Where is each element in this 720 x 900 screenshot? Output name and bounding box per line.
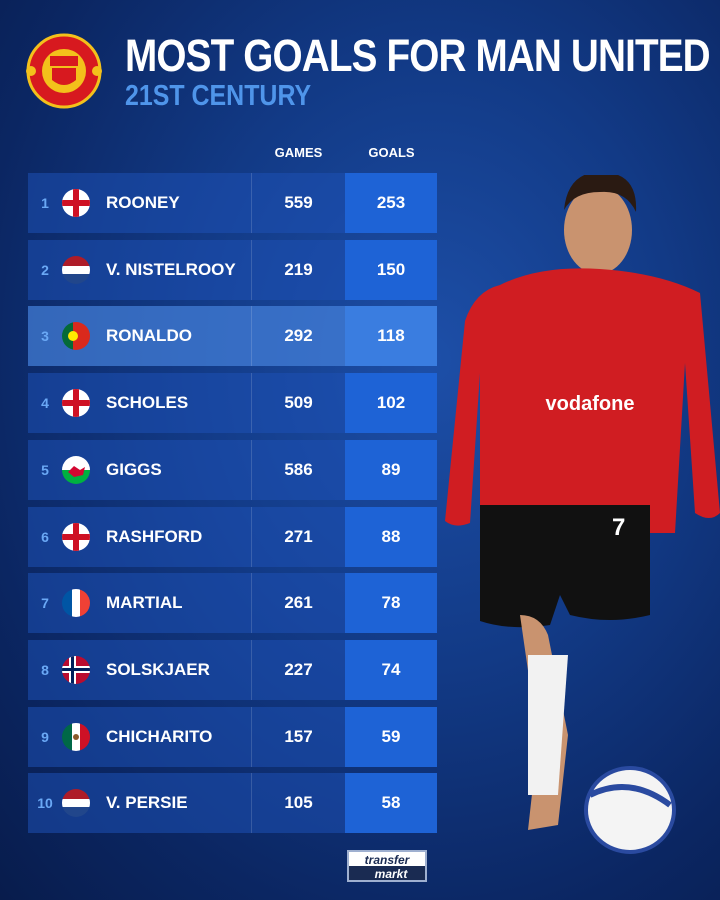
norway-flag-icon bbox=[62, 655, 90, 684]
player-name: V. NISTELROOY bbox=[106, 259, 236, 279]
table-row: 1 ROONEY 559 253 bbox=[28, 173, 437, 233]
goals-value: 78 bbox=[345, 573, 437, 634]
games-value: 292 bbox=[252, 306, 345, 367]
player-cell: 8 SOLSKJAER bbox=[28, 639, 252, 700]
shirt-sponsor: vodafone bbox=[546, 393, 635, 415]
player-photo: vodafone 7 bbox=[445, 175, 720, 854]
manchester-united-crest bbox=[26, 33, 102, 109]
rank: 1 bbox=[41, 195, 49, 211]
shorts-number: 7 bbox=[612, 514, 625, 541]
table-row: 2 V. NISTELROOY 219 150 bbox=[28, 239, 437, 300]
games-value: 559 bbox=[252, 173, 345, 233]
rank: 6 bbox=[41, 528, 49, 545]
goals-value: 58 bbox=[345, 773, 437, 834]
table-row: 3 RONALDO 292 118 bbox=[28, 306, 437, 367]
player-cell: 2 V. NISTELROOY bbox=[28, 239, 252, 300]
player-name: GIGGS bbox=[106, 459, 162, 479]
table-row: 8 SOLSKJAER 227 74 bbox=[28, 639, 437, 700]
goals-header: GOALS bbox=[368, 145, 415, 160]
games-value: 105 bbox=[252, 773, 345, 834]
player-cell: 10 V. PERSIE bbox=[28, 773, 252, 834]
goals-value: 253 bbox=[345, 173, 437, 233]
goals-value: 89 bbox=[345, 439, 437, 500]
player-name: RASHFORD bbox=[106, 526, 203, 546]
page-title: MOST GOALS FOR MAN UNITED bbox=[125, 30, 711, 81]
table-row: 4 SCHOLES 509 102 bbox=[28, 373, 437, 434]
goals-value: 102 bbox=[345, 373, 437, 434]
england-flag-icon bbox=[62, 389, 90, 418]
table-row: 9 CHICHARITO 157 59 bbox=[28, 706, 437, 767]
player-name: SOLSKJAER bbox=[106, 659, 210, 679]
france-flag-icon bbox=[62, 589, 90, 618]
player-cell: 6 RASHFORD bbox=[28, 506, 252, 567]
page-subtitle: 21ST CENTURY bbox=[125, 80, 312, 112]
player-name: ROONEY bbox=[106, 193, 180, 212]
rank: 4 bbox=[41, 395, 49, 412]
rank: 10 bbox=[37, 795, 53, 812]
games-value: 219 bbox=[252, 239, 345, 300]
player-name: RONALDO bbox=[106, 326, 192, 346]
portugal-flag-icon bbox=[62, 322, 90, 351]
table-row: 5 GIGGS 586 89 bbox=[28, 439, 437, 500]
player-name: MARTIAL bbox=[106, 593, 183, 613]
england-flag-icon bbox=[62, 522, 90, 551]
table-row: 7 MARTIAL 261 78 bbox=[28, 573, 437, 634]
games-value: 227 bbox=[252, 639, 345, 700]
player-cell: 4 SCHOLES bbox=[28, 373, 252, 434]
rank: 8 bbox=[41, 661, 49, 678]
player-cell: 3 RONALDO bbox=[28, 306, 252, 367]
player-cell: 5 GIGGS bbox=[28, 439, 252, 500]
mexico-flag-icon bbox=[62, 722, 90, 751]
games-value: 157 bbox=[252, 706, 345, 767]
player-cell: 1 ROONEY bbox=[28, 173, 252, 233]
rank: 7 bbox=[41, 595, 49, 612]
games-value: 586 bbox=[252, 439, 345, 500]
games-value: 261 bbox=[252, 573, 345, 634]
rank: 3 bbox=[41, 328, 49, 345]
england-flag-icon bbox=[62, 189, 90, 217]
player-cell: 9 CHICHARITO bbox=[28, 706, 252, 767]
player-cell: 7 MARTIAL bbox=[28, 573, 252, 634]
games-header: GAMES bbox=[274, 145, 323, 160]
svg-text:transfer: transfer bbox=[365, 853, 411, 867]
goals-value: 74 bbox=[345, 639, 437, 700]
svg-text:markt: markt bbox=[375, 867, 409, 880]
rank: 5 bbox=[41, 461, 49, 478]
player-name: SCHOLES bbox=[106, 393, 189, 413]
netherlands-flag-icon bbox=[62, 789, 90, 818]
goals-value: 118 bbox=[345, 306, 437, 367]
goals-value: 59 bbox=[345, 706, 437, 767]
games-value: 271 bbox=[252, 506, 345, 567]
goals-value: 150 bbox=[345, 239, 437, 300]
rank: 9 bbox=[41, 728, 49, 745]
goals-value: 88 bbox=[345, 506, 437, 567]
player-name: CHICHARITO bbox=[106, 726, 213, 746]
wales-flag-icon bbox=[62, 455, 90, 484]
rank: 2 bbox=[41, 261, 49, 278]
table-row: 6 RASHFORD 271 88 bbox=[28, 506, 437, 567]
netherlands-flag-icon bbox=[62, 255, 90, 284]
table-row: 10 V. PERSIE 105 58 bbox=[28, 773, 437, 834]
games-value: 509 bbox=[252, 373, 345, 434]
transfermarkt-logo: transfer markt bbox=[347, 850, 427, 882]
player-name: V. PERSIE bbox=[106, 793, 188, 813]
